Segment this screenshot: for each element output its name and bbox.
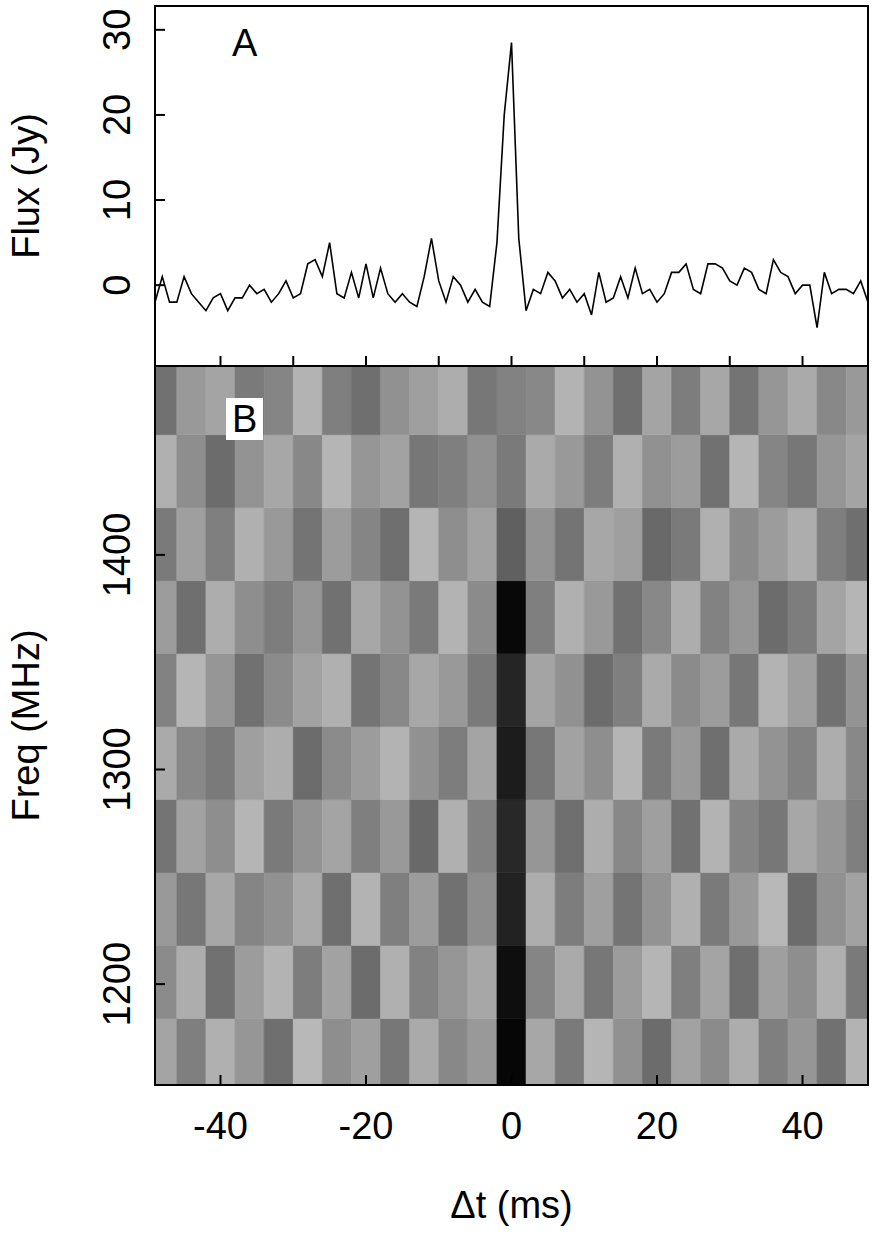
svg-text:1400: 1400 (96, 513, 138, 598)
svg-text:10: 10 (96, 179, 138, 221)
svg-text:20: 20 (636, 1105, 678, 1147)
svg-text:1300: 1300 (96, 727, 138, 812)
svg-text:-20: -20 (339, 1105, 394, 1147)
svg-text:0: 0 (96, 275, 138, 296)
svg-text:Freq (MHz): Freq (MHz) (5, 629, 47, 821)
html-text:B: B (232, 398, 258, 440)
svg-text:30: 30 (96, 9, 138, 51)
svg-text:20: 20 (96, 94, 138, 136)
svg-text:1200: 1200 (96, 942, 138, 1027)
svg-text:40: 40 (781, 1105, 823, 1147)
svg-text:0: 0 (501, 1105, 522, 1147)
svg-text:Flux (Jy): Flux (Jy) (5, 113, 47, 259)
svg-text:Δt (ms): Δt (ms) (450, 1184, 572, 1226)
svg-text:-40: -40 (193, 1105, 248, 1147)
html-text:A: A (232, 22, 258, 64)
